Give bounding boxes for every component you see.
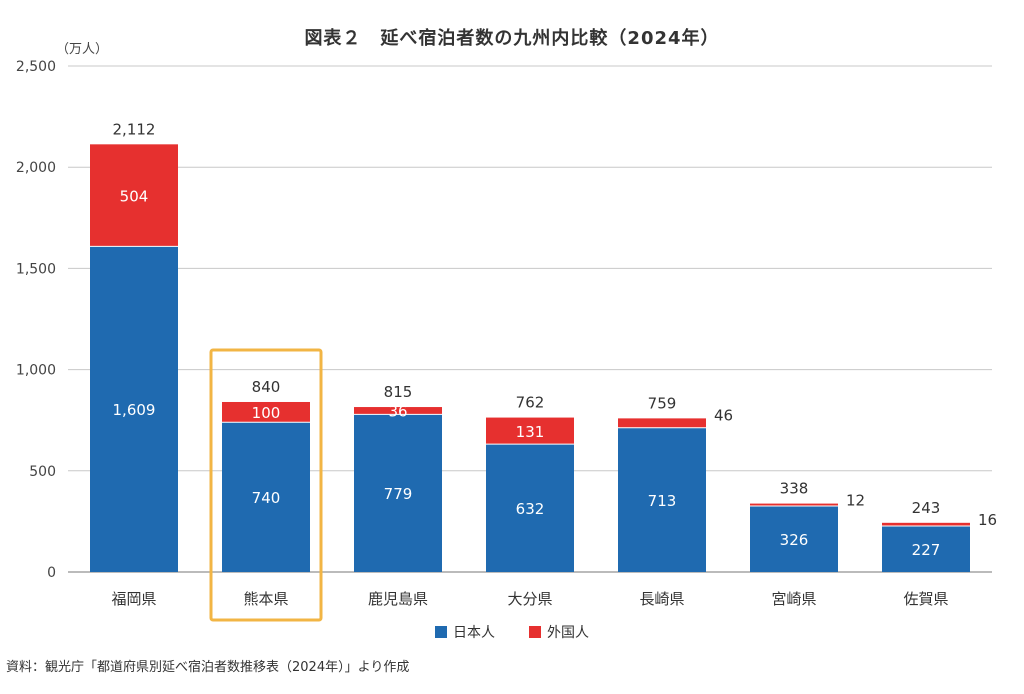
bar-label-japanese: 713 [648,492,677,510]
y-tick-label: 2,500 [16,59,56,75]
bar-japanese [750,506,838,572]
bar-foreign [354,407,442,415]
bar-foreign [618,418,706,428]
y-tick-label: 1,000 [16,363,56,379]
bar-label-foreign: 12 [846,492,865,510]
bar-label-japanese: 740 [252,489,281,507]
bar-foreign [882,522,970,527]
bar-label-japanese: 779 [384,485,413,503]
legend-label-foreign: 外国人 [547,625,589,641]
bar-foreign [486,417,574,445]
highlight-box [209,348,323,622]
bar-label-foreign: 100 [252,404,281,422]
bar-label-japanese: 326 [780,531,809,549]
bar-total-label: 2,112 [113,120,156,138]
y-tick-label: 500 [29,464,56,480]
x-category-label: 熊本県 [243,590,288,608]
bar-foreign [222,401,310,423]
bar-label-foreign: 504 [120,187,149,205]
bar-japanese [90,246,178,573]
legend-item-japanese: 日本人 [435,622,495,642]
x-category-label: 宮崎県 [771,590,816,608]
bar-total-label: 840 [252,378,281,396]
y-tick-label: 1,500 [16,261,56,277]
legend: 日本人 外国人 [0,622,1024,642]
chart-title: 図表２ 延べ宿泊者数の九州内比較（2024年） [304,28,720,49]
bar-label-foreign: 16 [978,511,997,529]
bar-label-japanese: 1,609 [113,401,156,419]
bar-label-japanese: 632 [516,500,545,518]
x-category-label: 鹿児島県 [368,590,428,608]
bar-japanese [618,427,706,572]
bar-label-foreign: 131 [516,423,545,441]
bar-total-label: 243 [912,499,941,517]
y-tick-label: 0 [47,565,56,581]
bar-total-label: 759 [648,394,677,412]
bar-japanese [354,414,442,572]
bar-label-foreign: 36 [388,403,407,421]
y-axis-unit-label: （万人） [56,42,109,57]
bar-label-japanese: 227 [912,541,941,559]
bar-foreign [90,144,178,247]
legend-label-japanese: 日本人 [453,625,495,641]
bar-total-label: 338 [780,480,809,498]
x-category-label: 福岡県 [111,590,156,608]
legend-swatch-japanese [435,626,447,638]
bar-total-label: 762 [516,394,545,412]
x-category-label: 大分県 [507,590,552,608]
x-category-label: 長崎県 [639,590,684,608]
legend-swatch-foreign [529,626,541,638]
bar-japanese [222,422,310,572]
legend-item-foreign: 外国人 [529,622,589,642]
bar-label-foreign: 46 [714,406,733,424]
x-category-label: 佐賀県 [903,590,948,608]
bar-total-label: 815 [384,383,413,401]
bar-japanese [882,526,970,572]
bar-japanese [486,444,574,572]
source-note: 資料：観光庁「都道府県別延べ宿泊者数推移表（2024年）」より作成 [6,660,410,675]
bar-foreign [750,503,838,507]
y-tick-label: 2,000 [16,160,56,176]
